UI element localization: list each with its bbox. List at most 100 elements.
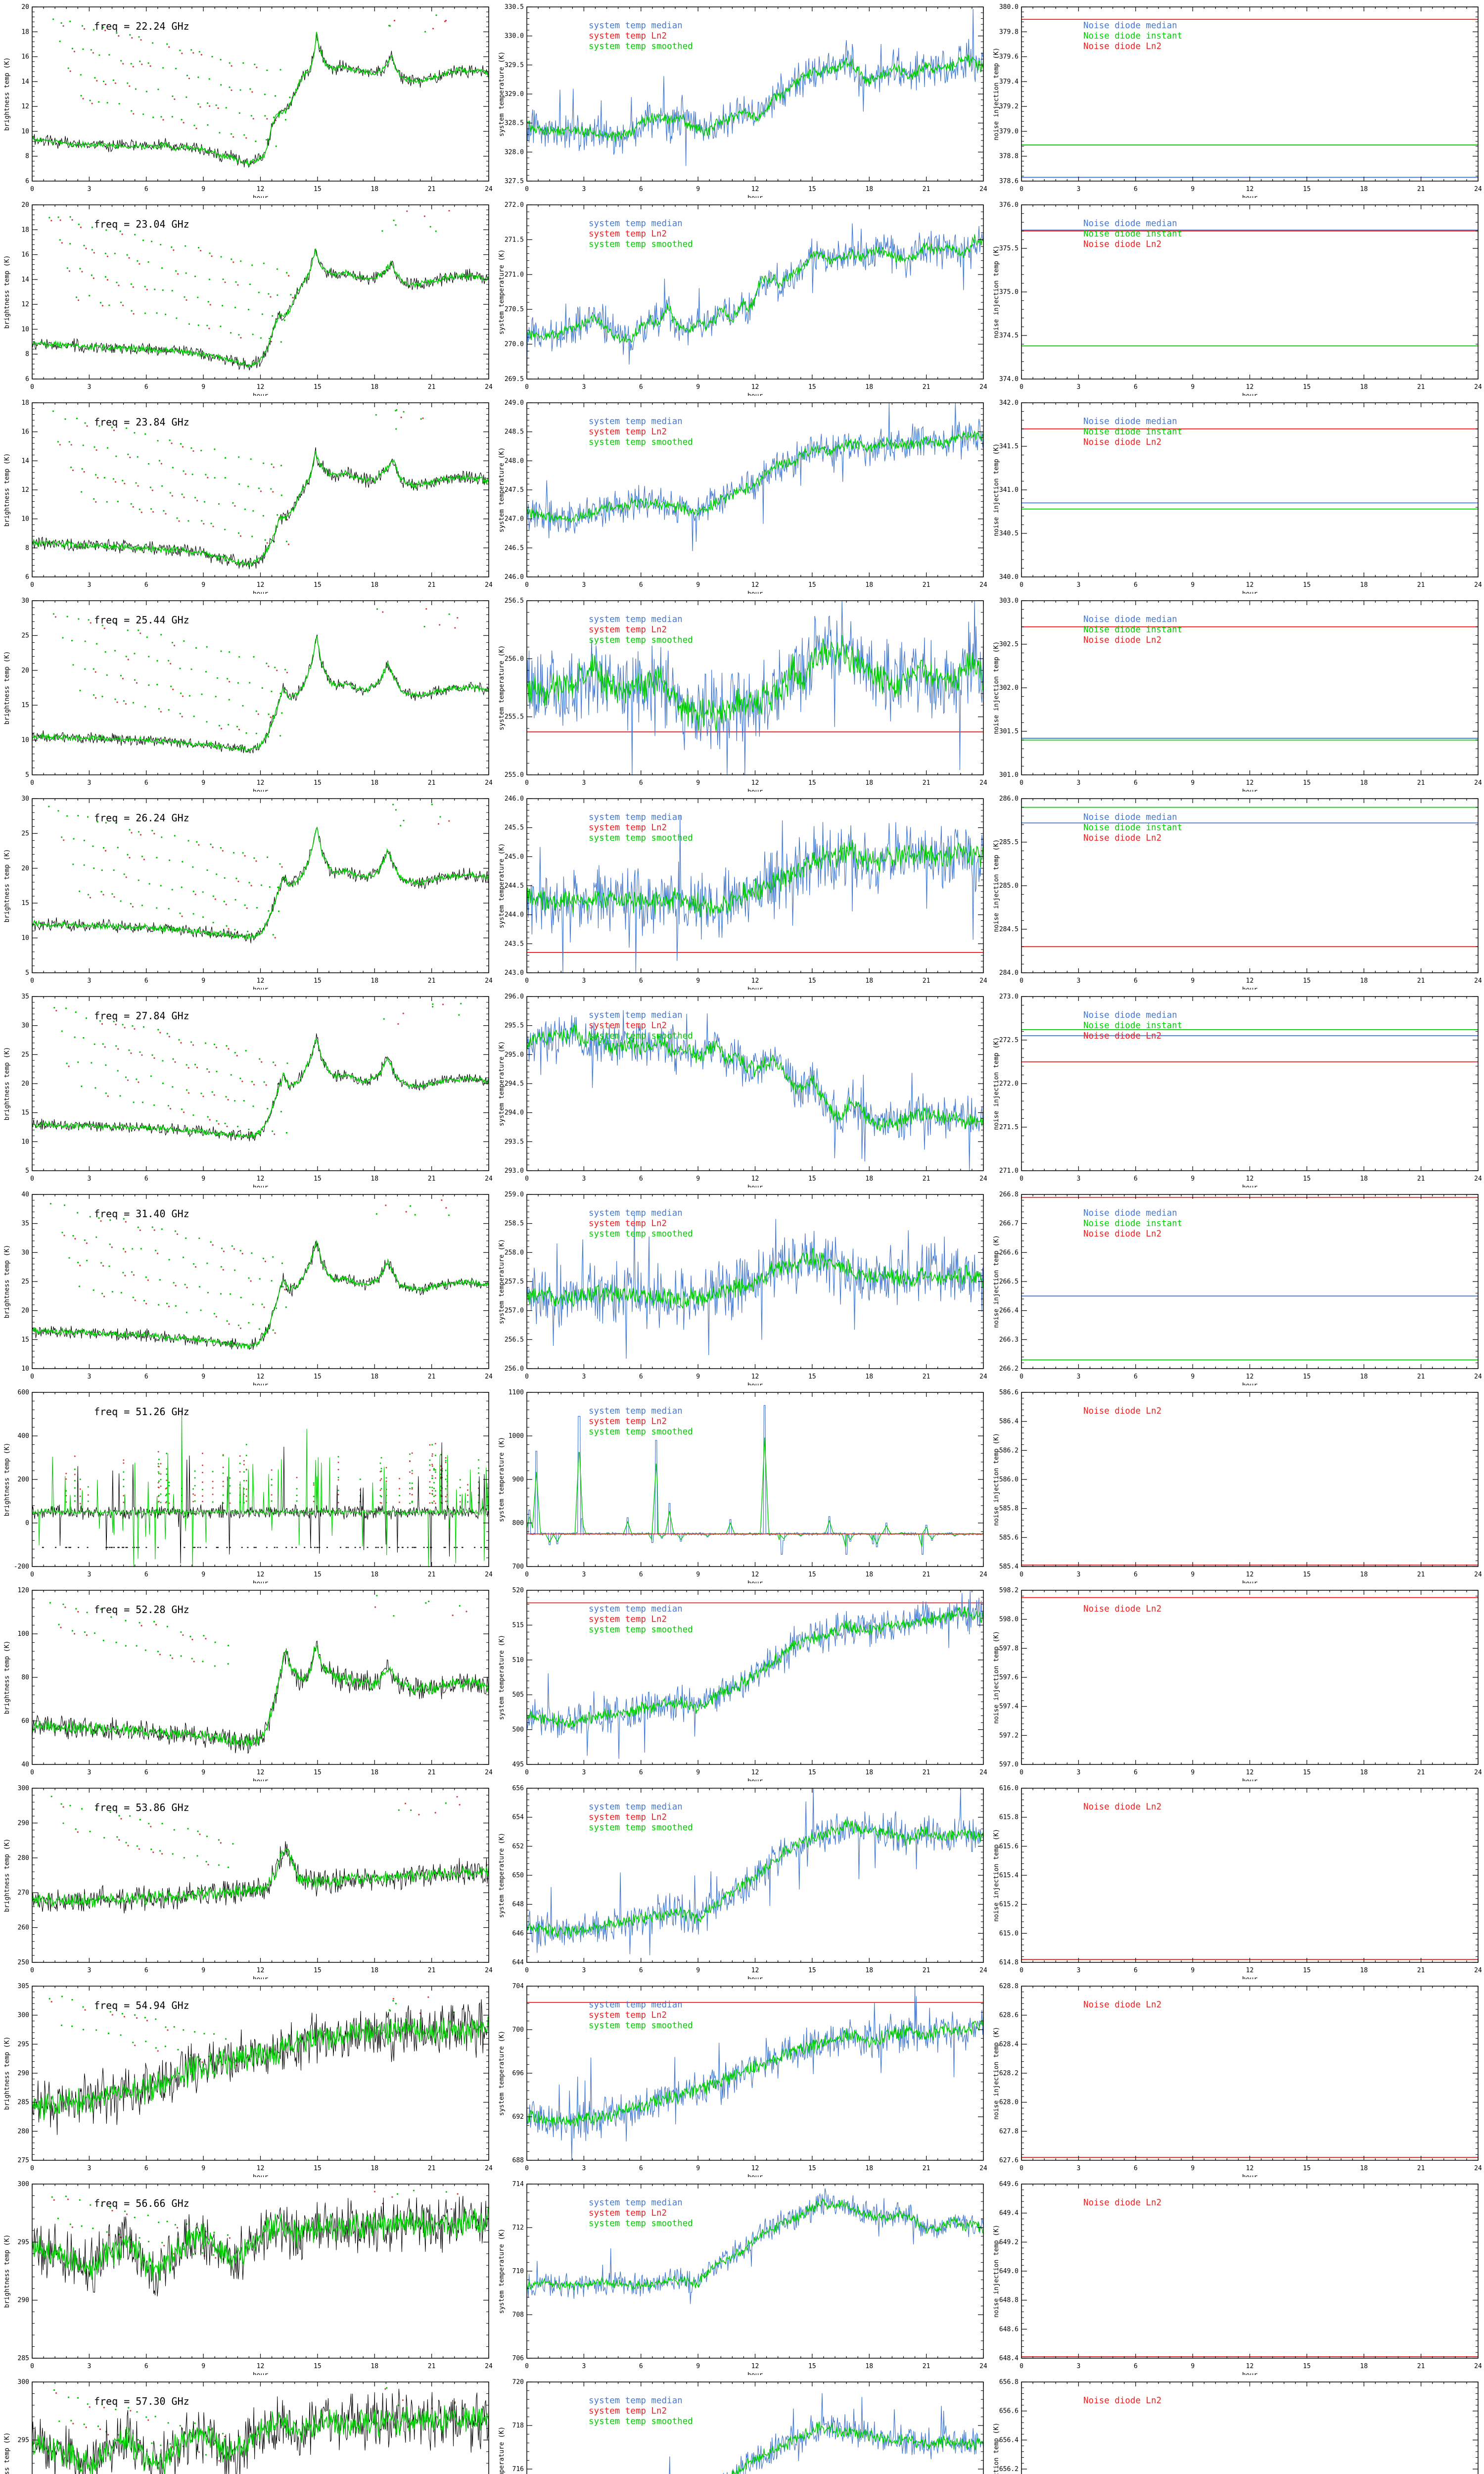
scatter-dot bbox=[167, 2422, 169, 2424]
scatter-dot bbox=[120, 674, 122, 677]
scatter-dot bbox=[231, 258, 232, 260]
x-tick-label: 9 bbox=[1191, 779, 1195, 787]
x-tick-label: 9 bbox=[1191, 581, 1195, 589]
x-tick-label: 12 bbox=[1246, 383, 1254, 391]
scatter-dot bbox=[137, 456, 139, 458]
scatter-dot bbox=[76, 418, 78, 420]
scatter-dot bbox=[122, 1248, 125, 1250]
x-tick-label: 21 bbox=[1417, 581, 1425, 589]
scatter-dot bbox=[206, 325, 208, 327]
scatter-dot bbox=[179, 912, 181, 914]
scatter-dot bbox=[200, 450, 202, 452]
legend-label-green: Noise diode instant bbox=[1083, 1219, 1182, 1229]
scatter-dot bbox=[88, 619, 90, 621]
scatter-dot bbox=[165, 2026, 167, 2028]
scatter-dot bbox=[187, 840, 189, 842]
scatter-dot bbox=[244, 508, 246, 510]
y-tick-label: 247.5 bbox=[505, 486, 524, 494]
x-tick-label: 21 bbox=[923, 2165, 930, 2172]
y-axis-label: noise injection temp (K) bbox=[993, 1235, 1000, 1328]
plot-row10-brightness: 03691215182124250260270280290300hourbrig… bbox=[0, 1781, 495, 1979]
scatter-dot bbox=[68, 2396, 70, 2398]
x-tick-label: 18 bbox=[1360, 2363, 1368, 2370]
scatter-dot bbox=[136, 2411, 138, 2413]
y-axis-label: noise injection temp (K) bbox=[993, 1829, 1000, 1922]
x-tick-label: 18 bbox=[1360, 1571, 1368, 1578]
scatter-dot bbox=[206, 1068, 208, 1070]
y-tick-label: 258.0 bbox=[505, 1249, 524, 1256]
x-tick-label: 0 bbox=[525, 1373, 529, 1380]
y-tick-label: 800 bbox=[512, 1520, 524, 1527]
scatter-dot bbox=[81, 1808, 83, 1810]
scatter-dot bbox=[184, 296, 186, 298]
scatter-dot bbox=[105, 1092, 107, 1094]
x-tick-label: 6 bbox=[1134, 383, 1138, 391]
scatter-dot bbox=[147, 62, 149, 64]
x-axis-label: hour bbox=[253, 1976, 268, 1979]
scatter-dot bbox=[216, 1070, 218, 1073]
scatter-dot bbox=[214, 477, 216, 479]
scatter-dot bbox=[245, 1049, 247, 1052]
scatter-dot bbox=[137, 260, 139, 262]
scatter-dot bbox=[83, 840, 85, 842]
x-tick-label: 6 bbox=[1134, 1571, 1138, 1578]
scatter-dot bbox=[108, 304, 110, 306]
data-series bbox=[32, 827, 489, 944]
scatter-dot bbox=[232, 1843, 234, 1845]
plot-frame bbox=[32, 996, 489, 1171]
legend-label-green: Noise diode instant bbox=[1083, 229, 1182, 239]
x-axis-label: hour bbox=[253, 2372, 268, 2375]
scatter-dot bbox=[154, 1249, 157, 1251]
scatter-dot bbox=[59, 239, 61, 241]
scatter-dot bbox=[276, 1307, 278, 1309]
scatter-dot bbox=[206, 1262, 208, 1264]
x-tick-label: 0 bbox=[525, 1769, 529, 1776]
plot-row1-brightness: 0369121518212468101214161820hourbrightne… bbox=[0, 0, 495, 198]
scatter-dot bbox=[93, 867, 95, 869]
scatter-dot bbox=[132, 1025, 134, 1027]
x-tick-label: 24 bbox=[979, 1769, 987, 1776]
y-tick-label: 290 bbox=[18, 2297, 29, 2304]
scatter-dot bbox=[242, 705, 244, 707]
y-axis-label: noise injection temp (K) bbox=[993, 48, 1000, 141]
scatter-dot bbox=[116, 32, 118, 34]
scatter-dot bbox=[95, 1808, 97, 1810]
y-tick-label: 284.0 bbox=[999, 969, 1019, 977]
scatter-dot bbox=[83, 2424, 85, 2426]
scatter-dot bbox=[285, 1306, 287, 1308]
scatter-dot bbox=[171, 642, 174, 644]
y-axis-label: system temperature (K) bbox=[498, 1635, 506, 1720]
scatter-dot bbox=[225, 107, 227, 109]
scatter-dot bbox=[147, 2214, 149, 2216]
x-tick-label: 9 bbox=[201, 383, 205, 391]
plot-frame bbox=[32, 1194, 489, 1369]
scatter-dot bbox=[211, 1091, 213, 1093]
scatter-dot bbox=[95, 1236, 97, 1238]
scatter-dot bbox=[71, 48, 74, 49]
scatter-dot bbox=[148, 656, 150, 658]
legend-label-green: system temp smoothed bbox=[589, 2219, 693, 2229]
scatter-dot bbox=[75, 1608, 77, 1610]
x-tick-label: 3 bbox=[87, 1175, 91, 1183]
x-tick-label: 12 bbox=[257, 2165, 265, 2172]
x-tick-label: 21 bbox=[923, 581, 930, 589]
scatter-dot bbox=[252, 1303, 254, 1305]
scatter-dot bbox=[156, 683, 158, 686]
x-tick-label: 15 bbox=[808, 1967, 816, 1974]
scatter-dot bbox=[240, 1296, 242, 1298]
x-tick-label: 9 bbox=[1191, 383, 1195, 391]
y-tick-label: 6 bbox=[25, 376, 29, 383]
scatter-dot bbox=[259, 1058, 261, 1060]
scatter-dot bbox=[206, 646, 208, 648]
scatter-dot bbox=[80, 74, 82, 76]
data-series bbox=[32, 636, 489, 753]
scatter-dot bbox=[57, 2217, 59, 2220]
scatter-dot bbox=[171, 246, 173, 248]
scatter-dot bbox=[230, 1074, 232, 1076]
scatter-dot bbox=[72, 664, 74, 666]
y-tick-label: 20 bbox=[21, 1080, 29, 1088]
scatter-dot bbox=[158, 460, 161, 462]
x-tick-label: 18 bbox=[865, 186, 873, 193]
plot-frame bbox=[526, 798, 984, 973]
y-tick-label: 510 bbox=[512, 1657, 524, 1664]
